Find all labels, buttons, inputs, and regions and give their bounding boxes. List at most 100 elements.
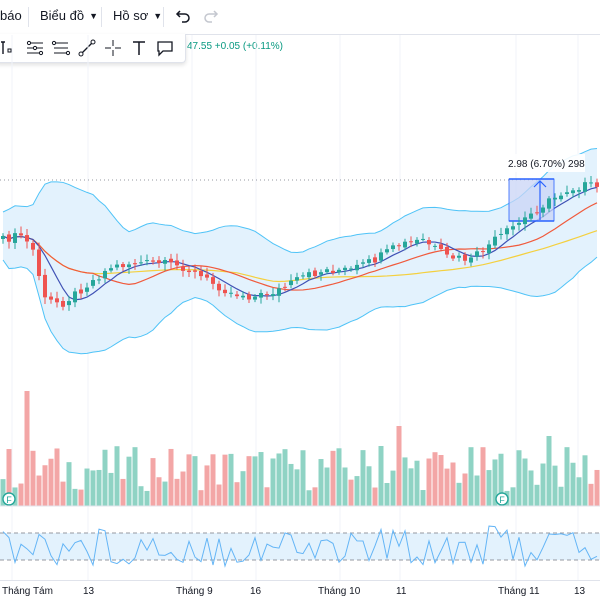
candle <box>79 289 83 294</box>
candle <box>529 213 533 219</box>
candle <box>523 217 527 225</box>
x-axis-label: 16 <box>250 586 262 597</box>
volume-bar <box>474 475 480 506</box>
x-axis-label: Tháng 11 <box>498 586 540 597</box>
undo-icon[interactable] <box>174 7 192 25</box>
candle <box>145 260 149 262</box>
candle <box>199 270 203 277</box>
volume-bar <box>30 450 36 506</box>
candle <box>385 249 389 253</box>
candle <box>367 259 371 263</box>
volume-bar <box>204 465 210 506</box>
volume-bar <box>228 453 234 506</box>
volume-bar <box>126 456 132 506</box>
candle <box>319 272 323 275</box>
candle <box>67 301 71 306</box>
candle <box>451 255 455 259</box>
x-axis-label: 13 <box>574 586 586 597</box>
volume-bar <box>276 453 282 506</box>
candle <box>439 244 443 249</box>
candle <box>211 277 215 284</box>
volume-bar <box>486 470 492 506</box>
volume-bar <box>480 447 486 506</box>
candle <box>493 236 497 246</box>
volume-bar <box>180 471 186 506</box>
candle <box>427 239 431 245</box>
volume-bar <box>60 481 66 506</box>
text-tool-icon[interactable] <box>0 38 19 58</box>
candle <box>109 268 113 271</box>
volume-bar <box>408 468 414 506</box>
candle <box>19 233 23 236</box>
volume-bar <box>450 462 456 506</box>
trend-line-icon[interactable] <box>77 38 97 58</box>
x-axis-label: Tháng Tám <box>2 586 53 597</box>
volume-bar <box>528 470 534 506</box>
candle <box>373 257 377 263</box>
candle <box>229 292 233 294</box>
bollinger-lower <box>2 256 598 355</box>
candle <box>163 260 167 264</box>
candle <box>235 294 239 297</box>
volume-bar <box>378 446 384 506</box>
candle <box>1 236 5 239</box>
volume-bar <box>366 466 372 506</box>
candle <box>223 289 227 294</box>
candle <box>49 296 53 300</box>
chart-menu[interactable]: Biểu đồ ▼ <box>40 8 99 23</box>
volume-bar <box>396 426 402 506</box>
candle <box>181 266 185 271</box>
alerts-menu[interactable]: báo <box>0 8 22 23</box>
volume-bar <box>78 489 84 506</box>
candle <box>31 242 35 250</box>
volume-bar <box>42 465 48 506</box>
volume-bar <box>534 484 540 506</box>
candle <box>253 296 257 300</box>
candle <box>151 260 155 262</box>
volume-bar <box>138 486 144 506</box>
profile-menu[interactable]: Hồ sơ ▼ <box>113 8 163 23</box>
fib-tool-icon[interactable] <box>25 38 45 58</box>
dividend-marker[interactable]: F <box>495 492 509 506</box>
candle <box>271 294 275 297</box>
pattern-tool-icon[interactable] <box>51 38 71 58</box>
volume-bar <box>198 490 204 506</box>
volume-bar <box>234 482 240 506</box>
crosshair-icon[interactable] <box>103 38 123 58</box>
volume-bar <box>564 447 570 506</box>
text-icon[interactable] <box>129 38 149 58</box>
volume-bar <box>384 483 390 506</box>
volume-bar <box>258 452 264 506</box>
volume-bar <box>252 456 258 506</box>
volume-bar <box>108 472 114 506</box>
volume-bar <box>114 446 120 506</box>
volume-bar <box>72 488 78 506</box>
volume-bar <box>360 450 366 506</box>
dividend-marker[interactable]: F <box>2 492 16 506</box>
volume-bar <box>588 483 594 506</box>
oscillator-line <box>2 525 598 568</box>
candle <box>577 190 581 192</box>
volume-bar <box>66 462 72 506</box>
volume-bar <box>372 487 378 506</box>
volume-bar <box>36 475 42 506</box>
candle <box>541 207 545 213</box>
candle <box>85 287 89 292</box>
candle <box>343 267 347 271</box>
candle <box>187 270 191 273</box>
candle <box>247 294 251 300</box>
volume-bar <box>240 471 246 506</box>
comment-icon[interactable] <box>155 38 175 58</box>
volume-bar <box>594 469 600 506</box>
redo-icon[interactable] <box>202 7 220 25</box>
candle <box>289 280 293 286</box>
volume-bar <box>420 490 426 506</box>
price-chart[interactable]: 2.98 (6.70%) 298 F F <box>0 35 600 580</box>
volume-bar <box>0 479 6 506</box>
volume-bar <box>270 458 276 506</box>
chevron-down-icon: ▼ <box>153 11 163 21</box>
volume-bar <box>132 447 138 506</box>
candle <box>433 245 437 247</box>
candle <box>457 255 461 258</box>
candle <box>301 275 305 277</box>
